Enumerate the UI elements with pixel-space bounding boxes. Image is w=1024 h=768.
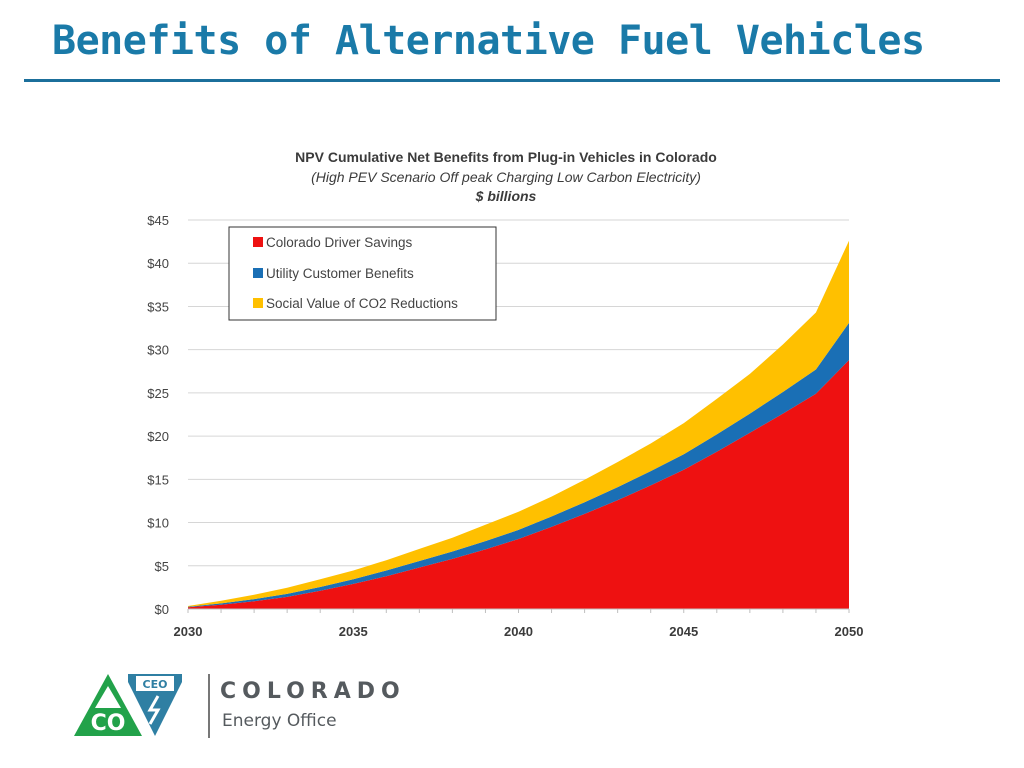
stacked-area-chart: NPV Cumulative Net Benefits from Plug-in…: [147, 149, 864, 639]
y-tick-label: $30: [147, 343, 169, 358]
logo-wordmark: COLORADO: [220, 679, 406, 704]
svg-text:CEO: CEO: [143, 678, 168, 691]
legend-swatch-driver-savings: [253, 237, 263, 247]
y-tick-label: $35: [147, 299, 169, 314]
chart-subtitle: (High PEV Scenario Off peak Charging Low…: [311, 169, 701, 185]
slide-title: Benefits of Alternative Fuel Vehicles: [52, 18, 925, 64]
x-tick-label: 2050: [835, 624, 864, 639]
x-tick-label: 2030: [174, 624, 203, 639]
area-series-social-value-of-co2-reductions: [188, 240, 849, 607]
co-badge-icon: CO: [74, 674, 142, 736]
logo-subtitle: Energy Office: [222, 711, 337, 731]
x-tick-label: 2045: [669, 624, 698, 639]
svg-text:CO: CO: [91, 711, 126, 736]
legend-label-co2-value: Social Value of CO2 Reductions: [266, 296, 458, 311]
legend-label-driver-savings: Colorado Driver Savings: [266, 235, 413, 250]
y-tick-label: $20: [147, 429, 169, 444]
y-tick-label: $0: [155, 602, 169, 617]
chart-title: NPV Cumulative Net Benefits from Plug-in…: [295, 149, 717, 165]
logo-divider: [208, 674, 210, 738]
y-tick-label: $10: [147, 516, 169, 531]
legend-label-utility-benefits: Utility Customer Benefits: [266, 266, 414, 281]
x-tick-label: 2035: [339, 624, 368, 639]
y-tick-label: $5: [155, 559, 169, 574]
y-tick-label: $25: [147, 386, 169, 401]
x-tick-label: 2040: [504, 624, 533, 639]
ceo-shield-icon: CEO: [128, 674, 182, 736]
legend-box: [228, 226, 497, 321]
y-tick-label: $15: [147, 472, 169, 487]
title-divider: [24, 79, 1000, 82]
y-tick-label: $40: [147, 256, 169, 271]
legend-swatch-co2-value: [253, 298, 263, 308]
legend-swatch-utility-benefits: [253, 268, 263, 278]
colorado-energy-office-logo: CO CEO: [74, 674, 210, 738]
y-tick-label: $45: [147, 213, 169, 228]
chart-units: $ billions: [475, 188, 537, 204]
area-series-colorado-driver-savings: [188, 360, 849, 609]
